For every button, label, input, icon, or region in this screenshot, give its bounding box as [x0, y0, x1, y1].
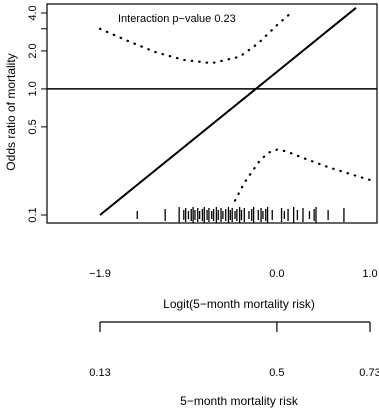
x-tick-label: −1.9	[89, 268, 111, 280]
x-axis-label: Logit(5−month mortality risk)	[163, 297, 315, 311]
annotation-text: Interaction p−value 0.23	[118, 13, 236, 25]
series-line-0	[99, 7, 357, 216]
plot-area	[47, 7, 377, 223]
plot-frame	[46, 3, 378, 224]
secondary-x-axis-label: 5−month mortality risk	[180, 394, 299, 408]
secondary-x-tick-label: 0.73	[359, 367, 379, 379]
series-line-2	[233, 148, 372, 202]
y-tick-label: 0.1	[27, 207, 39, 222]
y-tick-label: 2.0	[27, 43, 39, 58]
secondary-x-tick-label: 0.5	[269, 367, 284, 379]
x-tick-label: 1.0	[362, 268, 377, 280]
y-axis-label: Odds ratio of mortality	[4, 53, 18, 170]
axes: 0.1 0.5 1.0 2.0 4.0 −1.9 0.0 1.0 0.13 0.5 0.73	[27, 3, 379, 379]
y-tick-label: 0.5	[27, 119, 39, 134]
y-tick-label: 1.0	[27, 81, 39, 96]
secondary-x-tick-label: 0.13	[89, 367, 110, 379]
x-tick-label: 0.0	[269, 268, 284, 280]
y-tick-label: 4.0	[27, 5, 39, 20]
series-line-1	[98, 11, 292, 65]
plot-clipped-group	[47, 7, 377, 223]
